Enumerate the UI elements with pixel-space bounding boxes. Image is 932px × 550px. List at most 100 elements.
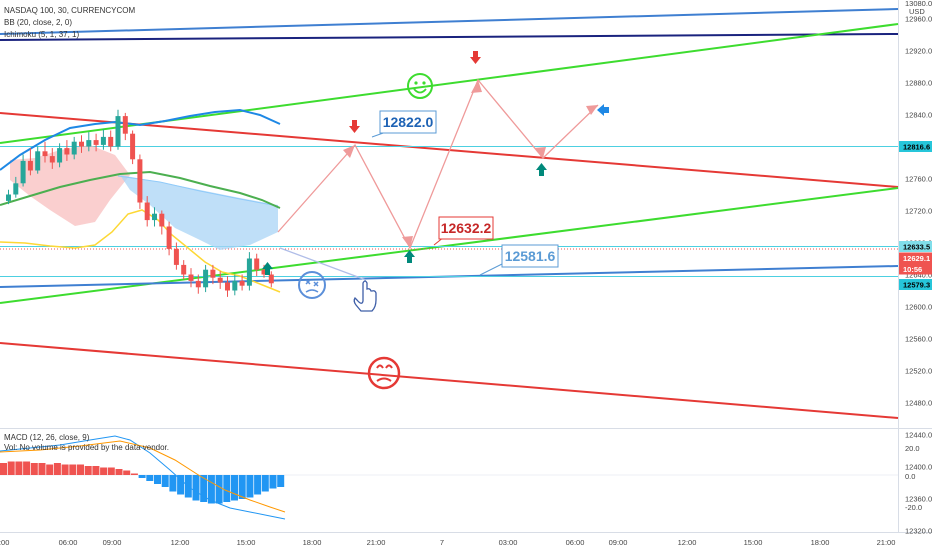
time-tick-label: 03:00: [0, 538, 9, 547]
candle: [130, 130, 136, 165]
macd-bar: [115, 469, 123, 475]
sell-arrow-icon: [349, 120, 360, 133]
callout-label: 12822.0: [383, 114, 434, 130]
price-tag: 12816.6: [899, 141, 932, 152]
bb-lower-band: [0, 209, 281, 293]
callout-box: [438, 216, 494, 240]
price-tick-label: 12400.0: [905, 463, 932, 472]
candle: [152, 207, 157, 227]
price-tag-bg: [899, 252, 932, 264]
macd-bar: [215, 475, 223, 504]
candle: [246, 252, 252, 291]
bb-basis-line: [0, 170, 281, 209]
macd-bar: [246, 475, 254, 498]
red-trend-lower[interactable]: [0, 342, 899, 419]
candle: [166, 221, 172, 256]
macd-bar: [107, 467, 115, 475]
macd-bar: [138, 475, 146, 478]
blue-left-arrow-icon: [597, 104, 609, 116]
candle: [108, 130, 114, 152]
dizzy-face-icon-red: [367, 356, 401, 390]
price-tick-label: 12360.0: [905, 495, 932, 504]
candle-body: [64, 148, 70, 155]
macd-bar: [231, 475, 238, 501]
price-tag-bg: [899, 141, 932, 152]
candle: [203, 264, 209, 293]
callout-label: 12581.6: [505, 248, 556, 264]
candle-body: [71, 141, 77, 155]
candle-body: [108, 136, 114, 147]
legend-macd[interactable]: MACD (12, 26, close, 9): [4, 433, 90, 442]
hand-pointer-icon: [353, 280, 377, 312]
price-pane[interactable]: [0, 0, 898, 428]
path-arrowhead: [343, 145, 355, 158]
price-tick-label: 12720.0: [905, 207, 932, 216]
time-tick-label: 12:00: [678, 538, 697, 547]
candle: [217, 271, 223, 289]
candle: [210, 264, 216, 285]
price-tick-label: 12960.0: [905, 15, 932, 24]
price-tag-bg: [899, 241, 932, 252]
macd-bar: [92, 466, 100, 475]
candle-body: [130, 133, 136, 160]
macd-bar: [77, 464, 84, 475]
callout-12581[interactable]: 12581.6: [501, 244, 559, 268]
price-tag-bg: [899, 279, 932, 290]
candle-body: [42, 151, 48, 157]
candle: [239, 274, 245, 291]
macd-bar: [200, 475, 208, 502]
candle-body: [166, 226, 172, 249]
macd-bar: [223, 475, 231, 502]
price-tag-bg: [899, 263, 932, 275]
candle: [137, 154, 143, 209]
time-tick-label: 06:00: [59, 538, 78, 547]
price-tag-label: 10:56: [903, 265, 922, 274]
candle-body: [6, 194, 11, 201]
time-tick-label: 18:00: [811, 538, 830, 547]
price-tick-label: 12920.0: [905, 47, 932, 56]
time-tick-label: 21:00: [877, 538, 896, 547]
candle: [35, 146, 41, 174]
macd-line: [0, 435, 286, 520]
candle: [71, 136, 77, 160]
callout-12822[interactable]: 12822.0: [379, 110, 437, 134]
candle: [254, 253, 260, 277]
resistance-line-navy[interactable]: [0, 33, 899, 41]
path-arrowhead: [402, 236, 413, 248]
price-tick-label: 12640.0: [905, 271, 932, 280]
time-tick-label: 03:00: [499, 538, 518, 547]
buy-arrow-icon: [404, 250, 415, 263]
candle-body: [57, 148, 63, 163]
macd-bar: [177, 475, 185, 495]
candle-body: [268, 274, 274, 284]
path-arrowhead: [586, 105, 598, 115]
macd-bar: [15, 461, 23, 475]
candle-body: [210, 269, 216, 278]
legend-bb[interactable]: BB (20, close, 2, 0): [4, 18, 73, 27]
macd-bar: [46, 464, 54, 475]
candle-body: [195, 280, 201, 288]
candle-body: [93, 140, 99, 145]
legend-symbol[interactable]: NASDAQ 100, 30, CURRENCYCOM: [4, 6, 136, 15]
macd-bar: [207, 475, 215, 504]
price-tick-label: 12600.0: [905, 303, 932, 312]
price-tag: 10:56: [899, 263, 932, 275]
callout-label: 12632.2: [441, 220, 492, 236]
macd-bar: [130, 473, 138, 475]
price-tick-label: 12560.0: [905, 335, 932, 344]
macd-bar: [61, 464, 69, 475]
price-tick-label: 12320.0: [905, 527, 932, 536]
candle: [122, 112, 128, 141]
candle: [232, 274, 238, 296]
candle-body: [27, 160, 33, 171]
callout-12632[interactable]: 12632.2: [438, 216, 494, 240]
candle-body: [20, 160, 26, 184]
candle-body: [13, 183, 19, 195]
callout-connector: [479, 263, 503, 276]
upper-channel-line[interactable]: [0, 8, 899, 35]
macd-bar: [261, 475, 269, 492]
legend-ichimoku[interactable]: Ichimoku (5, 1, 37, 1): [4, 30, 80, 39]
candle: [225, 276, 230, 297]
macd-bar: [84, 466, 92, 475]
